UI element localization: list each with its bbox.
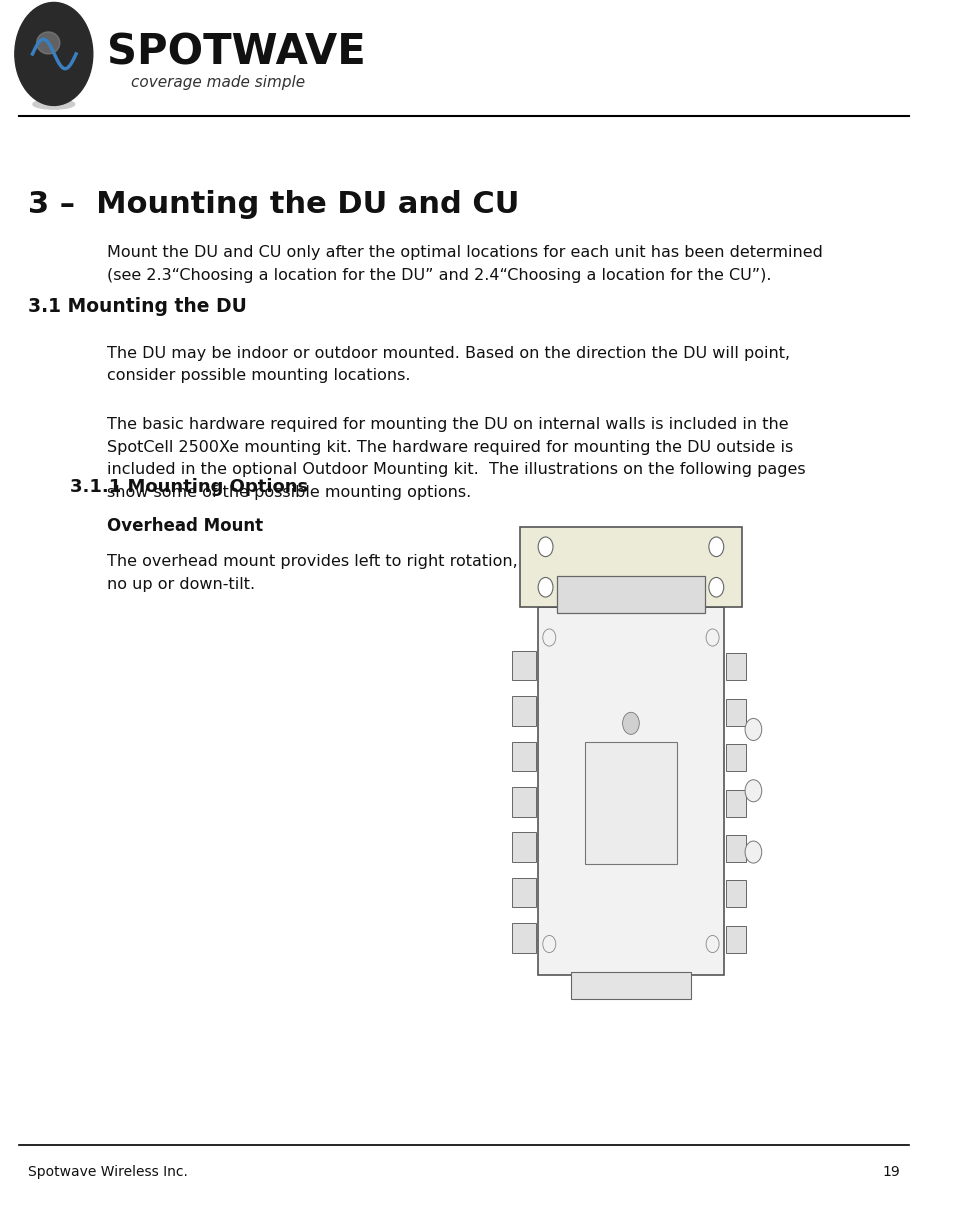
FancyBboxPatch shape bbox=[725, 880, 746, 907]
Text: coverage made simple: coverage made simple bbox=[131, 75, 305, 89]
FancyBboxPatch shape bbox=[512, 787, 536, 817]
Text: Spotwave Wireless Inc.: Spotwave Wireless Inc. bbox=[28, 1165, 188, 1178]
Text: 3 –  Mounting the DU and CU: 3 – Mounting the DU and CU bbox=[28, 190, 520, 219]
FancyBboxPatch shape bbox=[512, 923, 536, 953]
Text: 3.1 Mounting the DU: 3.1 Mounting the DU bbox=[28, 297, 247, 315]
Text: Mount the DU and CU only after the optimal locations for each unit has been dete: Mount the DU and CU only after the optim… bbox=[106, 245, 823, 260]
FancyBboxPatch shape bbox=[725, 790, 746, 817]
FancyBboxPatch shape bbox=[512, 878, 536, 907]
Circle shape bbox=[538, 577, 553, 597]
Text: SPOTWAVE: SPOTWAVE bbox=[106, 32, 366, 74]
Text: 19: 19 bbox=[882, 1165, 900, 1178]
Circle shape bbox=[745, 780, 761, 802]
Circle shape bbox=[706, 629, 720, 646]
Circle shape bbox=[706, 935, 720, 953]
Circle shape bbox=[745, 718, 761, 741]
Circle shape bbox=[538, 537, 553, 557]
Text: Overhead Mount: Overhead Mount bbox=[106, 517, 263, 536]
FancyBboxPatch shape bbox=[512, 696, 536, 726]
Circle shape bbox=[543, 629, 556, 646]
FancyBboxPatch shape bbox=[512, 651, 536, 680]
Text: no up or down-tilt.: no up or down-tilt. bbox=[106, 576, 254, 592]
FancyBboxPatch shape bbox=[725, 926, 746, 953]
Text: SpotCell 2500Xe mounting kit. The hardware required for mounting the DU outside : SpotCell 2500Xe mounting kit. The hardwa… bbox=[106, 440, 793, 455]
Circle shape bbox=[709, 577, 723, 597]
FancyBboxPatch shape bbox=[725, 744, 746, 771]
Circle shape bbox=[745, 841, 761, 863]
FancyBboxPatch shape bbox=[512, 742, 536, 771]
Ellipse shape bbox=[37, 32, 59, 54]
FancyBboxPatch shape bbox=[725, 699, 746, 726]
Circle shape bbox=[15, 2, 93, 105]
Ellipse shape bbox=[33, 99, 75, 109]
FancyBboxPatch shape bbox=[520, 527, 742, 607]
FancyBboxPatch shape bbox=[585, 742, 678, 864]
Text: included in the optional Outdoor Mounting kit.  The illustrations on the followi: included in the optional Outdoor Mountin… bbox=[106, 462, 805, 477]
FancyBboxPatch shape bbox=[512, 832, 536, 862]
FancyBboxPatch shape bbox=[725, 653, 746, 680]
FancyBboxPatch shape bbox=[570, 972, 691, 999]
Circle shape bbox=[623, 712, 640, 734]
Circle shape bbox=[709, 537, 723, 557]
Text: consider possible mounting locations.: consider possible mounting locations. bbox=[106, 369, 410, 384]
FancyBboxPatch shape bbox=[725, 835, 746, 862]
Text: The overhead mount provides left to right rotation, but: The overhead mount provides left to righ… bbox=[106, 554, 549, 569]
FancyBboxPatch shape bbox=[557, 576, 705, 613]
Text: show some of the possible mounting options.: show some of the possible mounting optio… bbox=[106, 484, 471, 500]
Circle shape bbox=[543, 935, 556, 953]
Text: The basic hardware required for mounting the DU on internal walls is included in: The basic hardware required for mounting… bbox=[106, 417, 789, 432]
Text: 3.1.1 Mounting Options: 3.1.1 Mounting Options bbox=[69, 478, 308, 497]
Text: The DU may be indoor or outdoor mounted. Based on the direction the DU will poin: The DU may be indoor or outdoor mounted.… bbox=[106, 346, 790, 360]
Text: (see 2.3“Choosing a location for the DU” and 2.4“Choosing a location for the CU”: (see 2.3“Choosing a location for the DU”… bbox=[106, 268, 771, 283]
FancyBboxPatch shape bbox=[538, 607, 723, 975]
